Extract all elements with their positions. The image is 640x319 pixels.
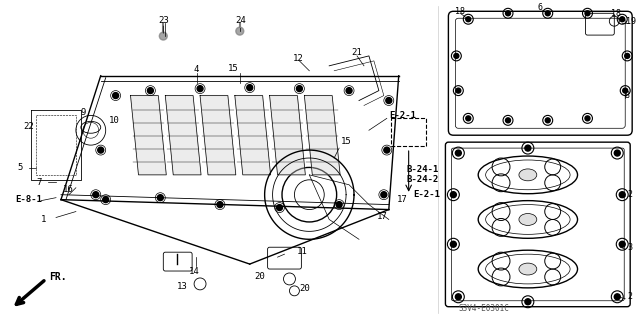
Text: 21: 21 [351,48,362,57]
Circle shape [620,192,625,198]
Text: 1: 1 [41,215,47,224]
Circle shape [236,27,244,35]
Circle shape [455,150,461,156]
Text: FR.: FR. [49,272,67,282]
Text: 16: 16 [63,185,74,194]
Text: 18: 18 [455,7,465,16]
Text: 23: 23 [158,16,169,25]
Text: 18: 18 [611,9,621,18]
Circle shape [545,11,550,16]
Circle shape [296,85,302,92]
Text: 15: 15 [341,137,352,146]
Text: 17: 17 [397,195,408,204]
Text: 13: 13 [177,282,188,291]
Text: 20: 20 [300,284,310,293]
Text: 14: 14 [189,266,200,276]
Ellipse shape [519,213,537,226]
Circle shape [456,88,461,93]
Text: B-24-1: B-24-1 [406,166,439,174]
Circle shape [451,241,456,247]
Circle shape [623,88,628,93]
Polygon shape [200,96,236,175]
Text: 2: 2 [627,190,632,199]
Circle shape [466,17,471,22]
Text: B-24-2: B-24-2 [406,175,439,184]
Polygon shape [269,96,305,175]
Text: 6: 6 [538,3,543,12]
Circle shape [451,192,456,198]
Text: E-8-1: E-8-1 [15,195,42,204]
Ellipse shape [519,169,537,181]
Text: 24: 24 [235,16,246,25]
Circle shape [614,294,620,300]
Circle shape [545,118,550,123]
Circle shape [247,85,253,91]
Text: E-2-1: E-2-1 [413,190,440,199]
Circle shape [585,11,590,16]
Circle shape [98,147,104,153]
Text: 9: 9 [81,108,86,117]
Text: 5: 5 [17,163,22,173]
Circle shape [506,118,511,123]
Text: 2: 2 [627,292,632,301]
Circle shape [454,53,459,58]
Circle shape [93,192,99,198]
Text: 7: 7 [36,178,42,187]
Circle shape [102,197,109,203]
Text: S3V4-E0301C: S3V4-E0301C [458,304,509,313]
Circle shape [585,116,590,121]
Circle shape [197,85,203,92]
Circle shape [506,11,511,16]
Circle shape [625,53,630,58]
Text: 10: 10 [109,116,120,125]
Text: E-2-1: E-2-1 [388,111,415,120]
Polygon shape [165,96,201,175]
Text: 22: 22 [23,122,34,131]
Circle shape [525,299,531,305]
Polygon shape [131,96,166,175]
Circle shape [157,195,163,201]
Text: 17: 17 [377,212,388,221]
Circle shape [386,98,392,103]
Text: 11: 11 [296,247,307,256]
Circle shape [525,145,531,151]
Text: 15: 15 [228,64,239,73]
Circle shape [620,241,625,247]
Circle shape [620,17,625,22]
Circle shape [466,116,471,121]
Text: 3: 3 [627,243,632,252]
Circle shape [217,202,223,208]
Text: 4: 4 [193,65,198,74]
Ellipse shape [519,263,537,275]
Text: 12: 12 [292,54,303,63]
Polygon shape [305,96,340,175]
Circle shape [159,32,167,40]
Text: 19: 19 [626,17,636,26]
Text: 20: 20 [255,272,266,281]
Circle shape [336,202,342,208]
Circle shape [346,88,352,93]
Polygon shape [235,96,271,175]
Text: 8: 8 [624,91,629,100]
Circle shape [147,88,154,93]
Circle shape [455,294,461,300]
Circle shape [381,192,387,198]
Circle shape [276,204,282,211]
Circle shape [113,93,118,99]
Circle shape [614,150,620,156]
Circle shape [384,147,390,153]
